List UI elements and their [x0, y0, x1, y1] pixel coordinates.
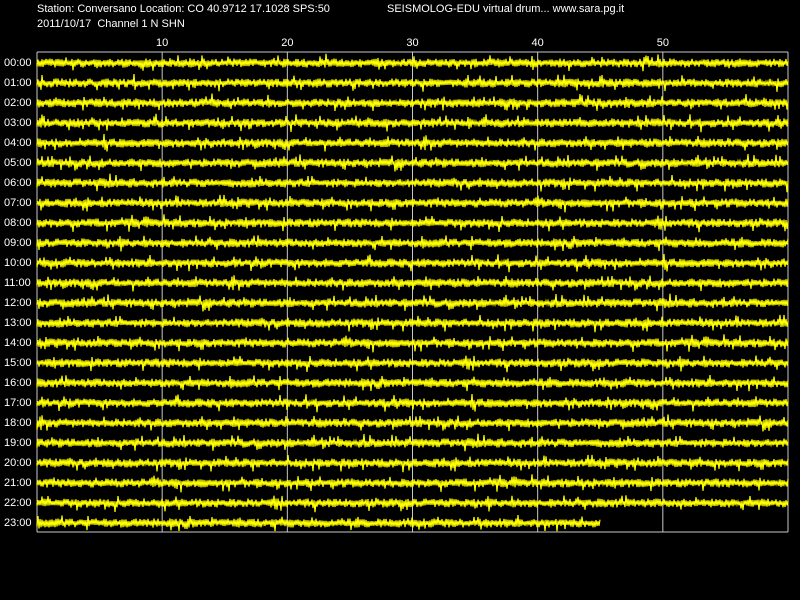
x-tick-label: 40: [532, 37, 544, 49]
trace: [36, 254, 789, 273]
trace: [36, 194, 789, 213]
row-label: 22:00: [4, 497, 32, 509]
row-label: 16:00: [4, 377, 32, 389]
row-label: 18:00: [4, 417, 32, 429]
x-tick-label: 10: [156, 37, 168, 49]
x-tick-label: 50: [657, 37, 669, 49]
trace: [36, 275, 789, 292]
row-label: 23:00: [4, 517, 32, 529]
trace: [36, 93, 789, 112]
row-label: 13:00: [4, 317, 32, 329]
trace: [36, 173, 789, 193]
row-label: 11:00: [4, 277, 31, 289]
trace: [36, 514, 601, 532]
trace: [36, 314, 789, 333]
trace: [36, 53, 789, 72]
row-label: 14:00: [4, 337, 32, 349]
x-tick-label: 30: [406, 37, 418, 49]
trace: [36, 394, 789, 413]
trace: [36, 235, 789, 252]
row-label: 15:00: [4, 357, 32, 369]
date-channel: 2011/10/17 Channel 1 N SHN: [37, 18, 185, 30]
row-label: 21:00: [4, 477, 32, 489]
chart-title: Station: Conversano Location: CO 40.9712…: [37, 3, 330, 15]
row-label: 00:00: [4, 57, 32, 69]
trace: [36, 433, 789, 452]
row-label: 10:00: [4, 257, 32, 269]
trace: [36, 153, 789, 172]
trace: [36, 73, 789, 92]
row-label: 19:00: [4, 437, 32, 449]
chart-subtitle: SEISMOLOG-EDU virtual drum... www.sara.p…: [387, 3, 624, 15]
row-label: 04:00: [4, 137, 32, 149]
trace: [36, 355, 789, 373]
trace: [36, 113, 789, 133]
trace: [36, 414, 789, 432]
row-label: 12:00: [4, 297, 32, 309]
trace: [36, 454, 789, 473]
row-label: 01:00: [4, 77, 32, 89]
row-label: 20:00: [4, 457, 32, 469]
row-label: 06:00: [4, 177, 32, 189]
row-label: 09:00: [4, 237, 32, 249]
trace: [36, 474, 789, 493]
row-label: 02:00: [4, 97, 32, 109]
x-tick-label: 20: [281, 37, 293, 49]
row-label: 03:00: [4, 117, 32, 129]
trace: [36, 134, 789, 152]
trace: [36, 374, 789, 392]
row-label: 07:00: [4, 197, 32, 209]
row-label: 08:00: [4, 217, 32, 229]
row-label: 05:00: [4, 157, 32, 169]
trace: [36, 214, 789, 233]
trace: [36, 293, 789, 312]
trace: [36, 334, 789, 353]
row-label: 17:00: [4, 397, 32, 409]
trace: [36, 495, 789, 513]
